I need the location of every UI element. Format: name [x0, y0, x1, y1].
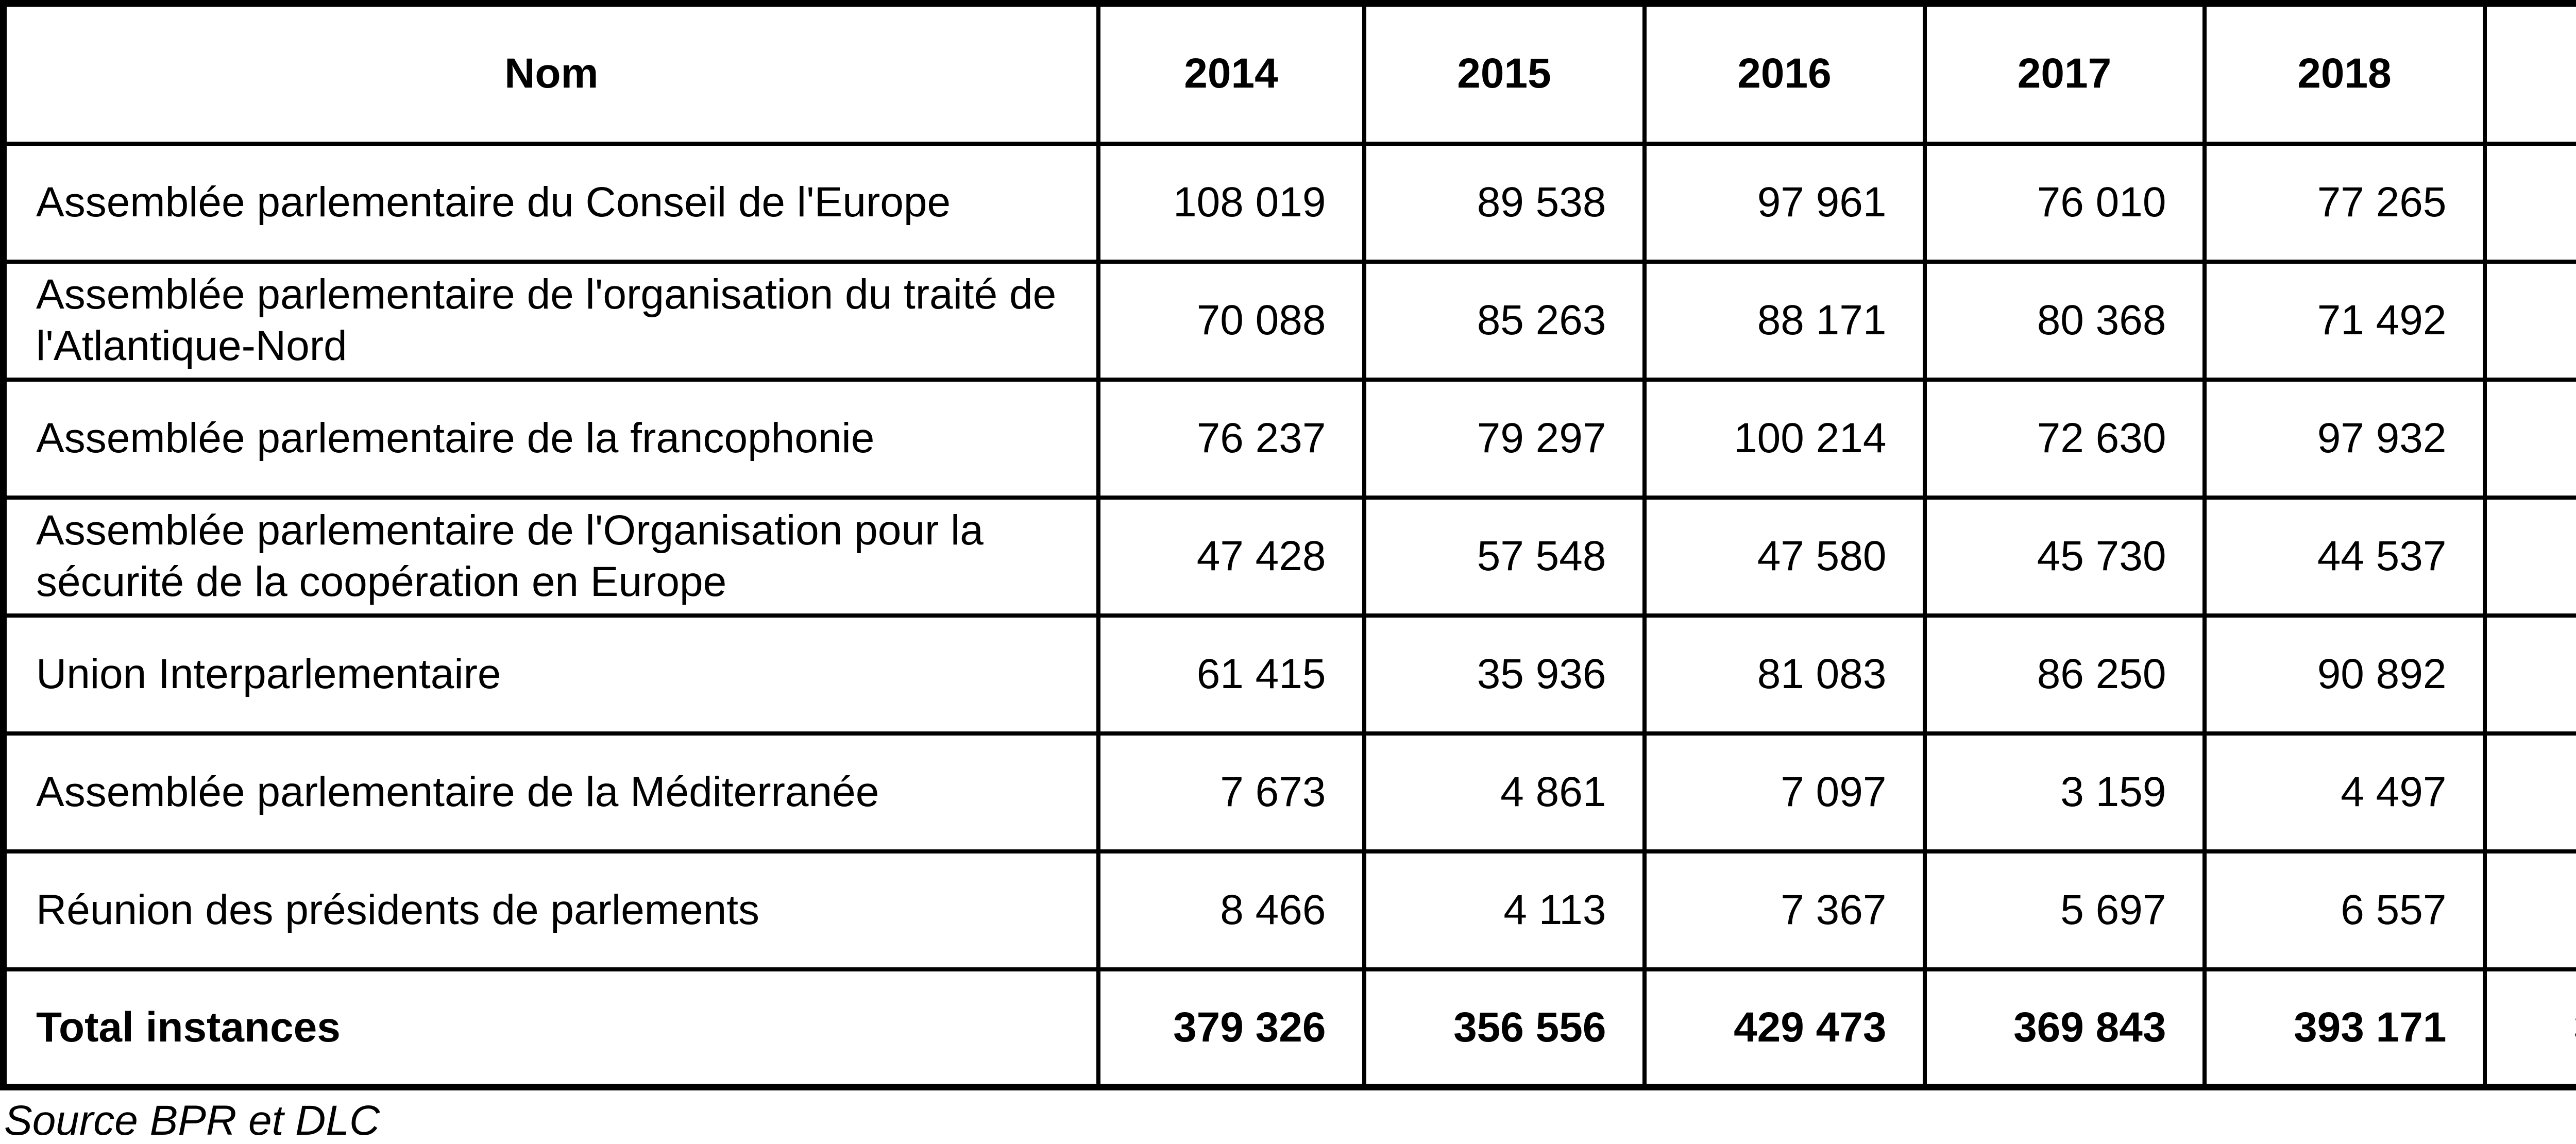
year-value-cell: 45 730: [1925, 498, 2205, 616]
year-value-cell: 4 861: [1364, 733, 1645, 851]
instances-table: Nom 2014 2015 2016 2017 2018 2019 Variat…: [0, 0, 2576, 1090]
year-value-cell: 2 325: [2485, 851, 2576, 969]
year-value-cell: 7 097: [1645, 733, 1925, 851]
table-row: Assemblée parlementaire de l'organisatio…: [4, 262, 2576, 380]
year-value-cell: 76 237: [1098, 380, 1364, 498]
year-value-cell: 97 932: [2205, 380, 2485, 498]
total-value-cell: 349 904: [2485, 969, 2576, 1087]
year-value-cell: 100 214: [1645, 380, 1925, 498]
year-value-cell: 44 537: [2205, 498, 2485, 616]
year-value-cell: 76 010: [1925, 144, 2205, 262]
table-row: Assemblée parlementaire du Conseil de l'…: [4, 144, 2576, 262]
org-name-cell: Union Interparlementaire: [4, 616, 1098, 733]
year-value-cell: 72 972: [2485, 262, 2576, 380]
total-value-cell: 369 843: [1925, 969, 2205, 1087]
year-value-cell: 7 367: [1645, 851, 1925, 969]
year-value-cell: 85 263: [1364, 262, 1645, 380]
total-value-cell: 393 171: [2205, 969, 2485, 1087]
year-value-cell: 86 250: [1925, 616, 2205, 733]
table-row: Assemblée parlementaire de la francophon…: [4, 380, 2576, 498]
total-value-cell: 429 473: [1645, 969, 1925, 1087]
year-value-cell: 108 019: [1098, 144, 1364, 262]
year-value-cell: 97 961: [1645, 144, 1925, 262]
org-name-cell: Assemblée parlementaire de la Méditerran…: [4, 733, 1098, 851]
year-value-cell: 72 630: [1925, 380, 2205, 498]
year-value-cell: 90 892: [2205, 616, 2485, 733]
org-name-cell: Assemblée parlementaire de l'Organisatio…: [4, 498, 1098, 616]
year-value-cell: 81 083: [1645, 616, 1925, 733]
org-name-cell: Assemblée parlementaire de la francophon…: [4, 380, 1098, 498]
year-value-cell: 5 697: [1925, 851, 2205, 969]
table-row: Assemblée parlementaire de l'Organisatio…: [4, 498, 2576, 616]
year-value-cell: 77 265: [2205, 144, 2485, 262]
year-value-cell: 7 673: [1098, 733, 1364, 851]
table-row: Assemblée parlementaire de la Méditerran…: [4, 733, 2576, 851]
total-row: Total instances 379 326 356 556 429 473 …: [4, 969, 2576, 1087]
year-value-cell: 70 088: [1098, 262, 1364, 380]
year-value-cell: 85 337: [2485, 616, 2576, 733]
year-value-cell: 86 308: [2485, 144, 2576, 262]
source-note: Source BPR et DLC: [4, 1100, 2576, 1142]
year-value-cell: 3 159: [1925, 733, 2205, 851]
year-value-cell: 89 538: [1364, 144, 1645, 262]
year-value-cell: 35 936: [1364, 616, 1645, 733]
column-header-year-2016: 2016: [1645, 4, 1925, 144]
year-value-cell: 35 984: [2485, 498, 2576, 616]
year-value-cell: 47 580: [1645, 498, 1925, 616]
header-row: Nom 2014 2015 2016 2017 2018 2019 Variat…: [4, 4, 2576, 144]
year-value-cell: 80 368: [1925, 262, 2205, 380]
year-value-cell: 88 171: [1645, 262, 1925, 380]
column-header-year-2017: 2017: [1925, 4, 2205, 144]
table-row: Union Interparlementaire 61 415 35 936 8…: [4, 616, 2576, 733]
org-name-cell: Réunion des présidents de parlements: [4, 851, 1098, 969]
year-value-cell: 6 557: [2205, 851, 2485, 969]
table-row: Réunion des présidents de parlements 8 4…: [4, 851, 2576, 969]
year-value-cell: 4 113: [1364, 851, 1645, 969]
column-header-nom: Nom: [4, 4, 1098, 144]
year-value-cell: 71 492: [2205, 262, 2485, 380]
year-value-cell: 8 466: [1098, 851, 1364, 969]
year-value-cell: 57 548: [1364, 498, 1645, 616]
org-name-cell: Assemblée parlementaire du Conseil de l'…: [4, 144, 1098, 262]
year-value-cell: 0: [2485, 733, 2576, 851]
total-value-cell: 379 326: [1098, 969, 1364, 1087]
column-header-year-2018: 2018: [2205, 4, 2485, 144]
column-header-year-2019: 2019: [2485, 4, 2576, 144]
year-value-cell: 4 497: [2205, 733, 2485, 851]
year-value-cell: 79 297: [1364, 380, 1645, 498]
year-value-cell: 47 428: [1098, 498, 1364, 616]
org-name-cell: Assemblée parlementaire de l'organisatio…: [4, 262, 1098, 380]
column-header-year-2015: 2015: [1364, 4, 1645, 144]
year-value-cell: 66 978: [2485, 380, 2576, 498]
total-value-cell: 356 556: [1364, 969, 1645, 1087]
year-value-cell: 61 415: [1098, 616, 1364, 733]
total-label-cell: Total instances: [4, 969, 1098, 1087]
column-header-year-2014: 2014: [1098, 4, 1364, 144]
